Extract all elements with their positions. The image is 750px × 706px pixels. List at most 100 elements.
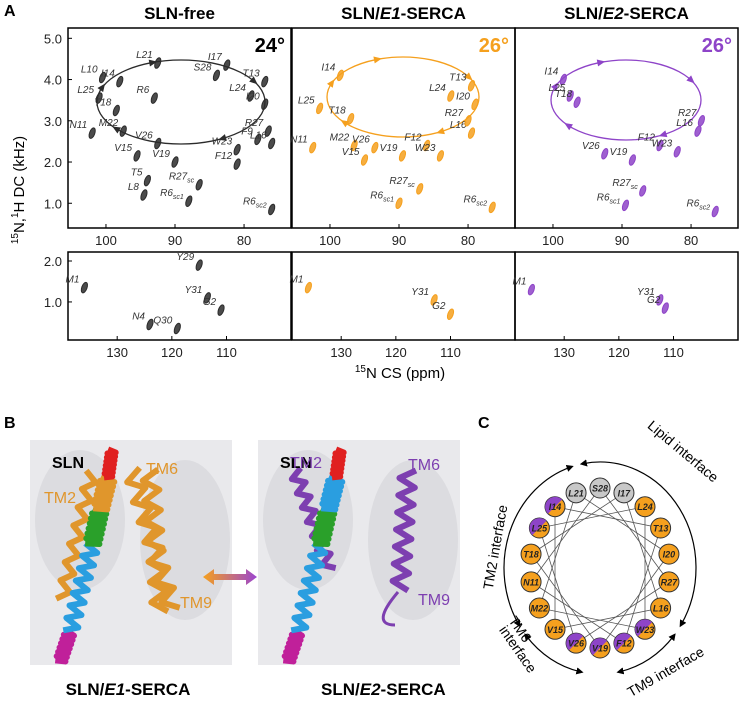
peak-label: N4 [132,311,145,322]
arrowhead [148,59,158,67]
peak-sub: sc2 [256,202,267,209]
arrowhead [373,56,382,64]
x-tick-label: 80 [237,233,251,248]
peak [566,90,574,102]
peak [203,292,211,304]
x-tick-label: 80 [461,233,475,248]
peak-name: Y29 [176,252,194,263]
peak-name: S28 [194,62,212,73]
transition-arrow [203,569,257,585]
peak-label: L25 [549,83,566,94]
peak-name: N4 [132,311,145,322]
peak-label: M1 [65,275,79,286]
peak-name: V15 [114,143,132,154]
arrowhead [249,76,258,85]
peak-label: V26 [582,141,600,152]
residue-label: L21 [568,488,584,498]
peak-name: L25 [298,95,315,106]
peak-label: R6sc1 [160,188,184,201]
peak-name: R6 [597,192,610,203]
peak [697,115,705,127]
peak-name: R6 [137,85,150,96]
peak-name: T13 [243,69,261,80]
arrowhead [596,59,606,67]
peak-label: R6sc1 [597,192,621,205]
peak [527,283,535,296]
interface-label: TM9 interface [624,643,706,700]
peak-label: L8 [128,182,140,193]
peak-name: V26 [352,135,370,146]
residue-label: V19 [592,644,608,654]
residue-label: T13 [653,524,669,534]
y-tick-label: 5.0 [44,31,62,46]
peak-name: R6 [687,199,700,210]
helix [62,540,101,634]
peak [360,154,369,166]
peak-label: L24 [429,83,446,94]
title-part: SLN/ [341,4,380,23]
peak-label: R27sc [612,178,638,191]
pisa-wheel [550,59,702,141]
peak-label: I14 [321,62,335,73]
peak-label: I20 [456,91,470,102]
peak-label: V19 [610,147,628,158]
title-part: -SERCA [624,4,689,23]
title-part: -SERCA [125,680,190,699]
title-part: E1 [104,680,125,699]
peak [112,104,120,117]
y-tick-label: 2.0 [44,155,62,170]
temperature: 26° [479,35,509,57]
peak [185,195,193,207]
peak [88,127,96,139]
peak-label: T13 [449,73,467,84]
peak-sub: sc [408,182,416,189]
peak-label: R6 [137,85,150,96]
x-tick-label: 110 [440,345,461,360]
peak-name: Y31 [411,287,429,298]
peak-name: I14 [321,62,335,73]
sln-label: SLN [52,455,84,472]
x-tick-label: 100 [319,233,341,248]
peak-label: G2 [203,297,217,308]
residue-label: I14 [549,502,562,512]
arrowhead [112,126,122,134]
peak-name: Y31 [637,287,655,298]
peak-name: L21 [136,50,153,61]
y-tick-label: 4.0 [44,73,62,88]
peak-name: L16 [250,130,267,141]
peak [264,125,272,137]
y-label-part: H DC (kHz) [11,136,28,213]
peak-name: Q30 [153,316,172,327]
peak-sub: sc1 [173,194,184,201]
residue-label: I20 [663,550,676,560]
arrowhead [97,83,106,93]
peak [146,318,154,331]
helix [101,446,119,481]
peak [98,71,107,84]
panel-label: C [478,415,490,432]
title-part: SLN/ [66,680,105,699]
peak-name: M1 [65,275,79,286]
peak-label: T18 [555,89,573,100]
peak [446,308,455,320]
residue-label: M22 [531,604,549,614]
peak-name: F12 [404,133,422,144]
peak [233,143,241,156]
x-tick-label: 130 [553,345,575,360]
peak [573,96,581,108]
peak [316,102,324,115]
peak [628,154,636,166]
helix [139,467,170,615]
peak-name: M22 [330,133,350,144]
peak [195,178,203,191]
peak-name: G2 [203,297,217,308]
pisa-wheel [326,56,480,138]
peak-name: G2 [432,301,446,312]
peak [133,150,141,162]
peak-label: R6sc2 [243,196,267,209]
y-tick-label: 1.0 [44,196,62,211]
peak-label: L16 [676,118,693,129]
peak-name: T18 [94,97,112,108]
peak-label: R27sc [389,176,415,189]
tm9-label: TM9 [180,595,212,612]
